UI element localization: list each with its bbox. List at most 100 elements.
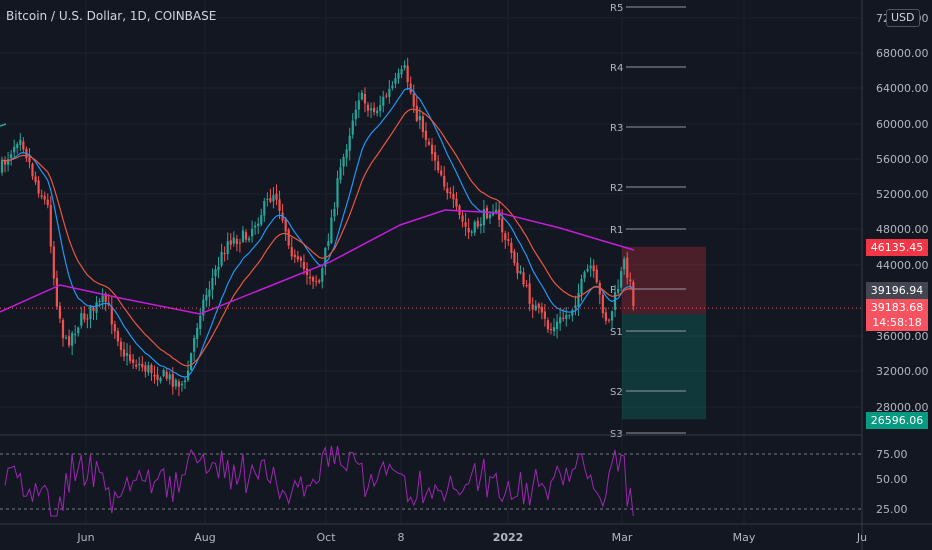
- candle-body[interactable]: [336, 178, 339, 208]
- candle-body[interactable]: [119, 341, 123, 351]
- candle-body[interactable]: [125, 353, 129, 356]
- candle-body[interactable]: [491, 212, 495, 216]
- candle-body[interactable]: [269, 197, 272, 202]
- candle-body[interactable]: [549, 329, 553, 331]
- candle-body[interactable]: [110, 306, 113, 325]
- candle-body[interactable]: [171, 374, 174, 387]
- candle-body[interactable]: [556, 321, 559, 329]
- candle-body[interactable]: [162, 370, 165, 377]
- candle-body[interactable]: [10, 154, 13, 159]
- candle-body[interactable]: [64, 337, 68, 339]
- candle-body[interactable]: [315, 281, 318, 283]
- candle-body[interactable]: [513, 251, 516, 264]
- candle-body[interactable]: [211, 278, 214, 290]
- candle-body[interactable]: [583, 272, 586, 279]
- candle-body[interactable]: [421, 116, 424, 133]
- candle-body[interactable]: [247, 238, 251, 241]
- candle-body[interactable]: [132, 359, 135, 363]
- candle-body[interactable]: [55, 277, 58, 307]
- candle-body[interactable]: [495, 209, 498, 213]
- candle-body[interactable]: [501, 218, 504, 233]
- candle-body[interactable]: [613, 292, 617, 310]
- candle-body[interactable]: [357, 100, 360, 110]
- candle-body[interactable]: [74, 334, 77, 336]
- candle-body[interactable]: [589, 265, 592, 269]
- candle-body[interactable]: [199, 315, 202, 330]
- candlesticks[interactable]: [0, 57, 635, 397]
- candle-body[interactable]: [385, 95, 388, 97]
- candle-body[interactable]: [205, 295, 208, 301]
- candle-body[interactable]: [424, 130, 428, 141]
- candle-body[interactable]: [580, 278, 583, 294]
- candle-body[interactable]: [437, 161, 440, 171]
- candle-body[interactable]: [376, 110, 379, 114]
- candle-body[interactable]: [592, 265, 595, 272]
- candle-body[interactable]: [562, 317, 565, 320]
- candle-body[interactable]: [257, 223, 260, 226]
- candle-body[interactable]: [397, 73, 400, 79]
- candle-body[interactable]: [464, 222, 467, 227]
- candle-body[interactable]: [263, 200, 266, 216]
- candle-body[interactable]: [528, 283, 531, 304]
- candle-body[interactable]: [327, 241, 330, 247]
- candle-body[interactable]: [284, 219, 287, 232]
- candle-body[interactable]: [455, 198, 458, 207]
- candle-body[interactable]: [116, 330, 119, 342]
- candle-body[interactable]: [351, 120, 354, 135]
- candle-body[interactable]: [571, 310, 574, 316]
- candle-body[interactable]: [101, 295, 104, 303]
- candle-body[interactable]: [177, 381, 180, 387]
- candle-body[interactable]: [434, 152, 437, 161]
- candle-body[interactable]: [83, 313, 86, 320]
- candle-body[interactable]: [369, 108, 373, 111]
- candle-body[interactable]: [232, 237, 235, 244]
- candle-body[interactable]: [229, 240, 232, 245]
- candle-body[interactable]: [254, 225, 257, 228]
- candle-body[interactable]: [183, 380, 187, 383]
- candle-body[interactable]: [223, 253, 226, 255]
- candle-body[interactable]: [196, 327, 199, 340]
- candle-body[interactable]: [153, 374, 156, 377]
- candle-body[interactable]: [144, 365, 147, 372]
- candle-body[interactable]: [318, 280, 321, 283]
- candle-body[interactable]: [168, 374, 171, 380]
- candle-body[interactable]: [220, 251, 223, 266]
- candle-body[interactable]: [52, 246, 55, 279]
- candle-body[interactable]: [531, 304, 534, 310]
- candle-body[interactable]: [61, 319, 65, 339]
- candle-body[interactable]: [360, 92, 363, 100]
- candle-body[interactable]: [403, 65, 406, 68]
- candle-body[interactable]: [122, 349, 126, 357]
- candle-body[interactable]: [559, 317, 562, 324]
- candle-body[interactable]: [598, 283, 601, 295]
- candle-body[interactable]: [89, 306, 92, 320]
- candle-body[interactable]: [180, 383, 184, 386]
- candle-body[interactable]: [382, 96, 385, 106]
- candle-body[interactable]: [86, 318, 89, 320]
- candle-body[interactable]: [46, 199, 49, 206]
- candle-body[interactable]: [601, 294, 604, 314]
- candle-body[interactable]: [476, 220, 479, 227]
- candle-body[interactable]: [568, 315, 571, 317]
- candle-body[interactable]: [595, 269, 598, 283]
- candle-body[interactable]: [565, 315, 568, 319]
- candle-body[interactable]: [208, 289, 211, 297]
- candle-body[interactable]: [543, 311, 546, 319]
- candle-body[interactable]: [22, 141, 25, 150]
- candle-body[interactable]: [479, 223, 482, 226]
- candle-body[interactable]: [293, 254, 296, 258]
- candle-body[interactable]: [446, 188, 449, 194]
- candle-body[interactable]: [193, 338, 196, 352]
- candle-body[interactable]: [7, 159, 10, 165]
- symbol-title[interactable]: Bitcoin / U.S. Dollar, 1D, COINBASE: [6, 9, 217, 23]
- candle-body[interactable]: [607, 319, 611, 321]
- candle-body[interactable]: [412, 93, 415, 107]
- candle-body[interactable]: [34, 176, 37, 183]
- candle-body[interactable]: [98, 300, 101, 302]
- candle-body[interactable]: [440, 170, 443, 176]
- candle-body[interactable]: [546, 320, 550, 330]
- candle-body[interactable]: [95, 302, 98, 313]
- candle-body[interactable]: [138, 363, 141, 366]
- candle-body[interactable]: [28, 157, 31, 163]
